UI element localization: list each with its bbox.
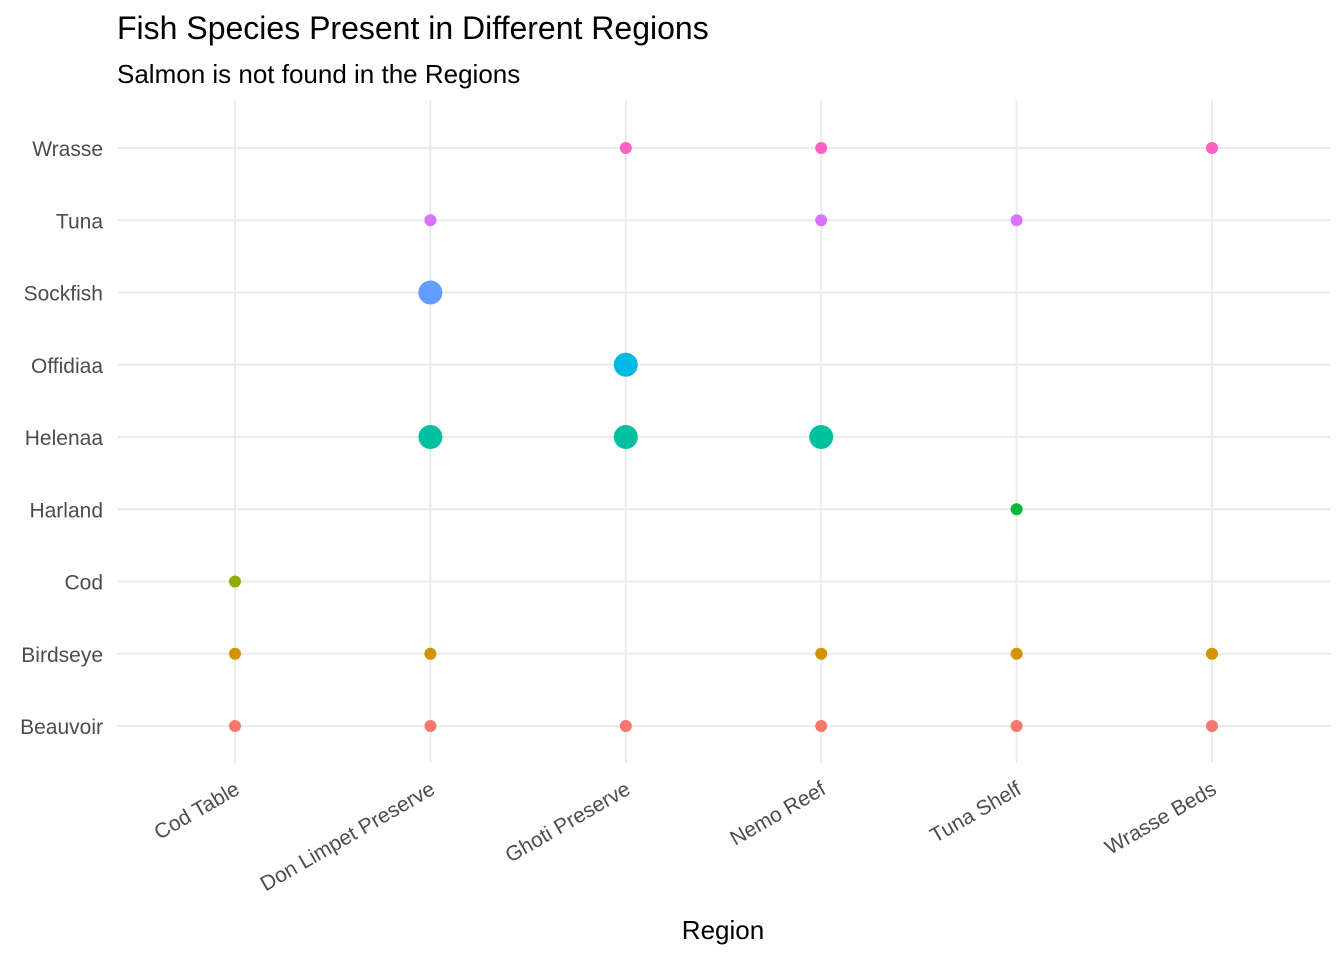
data-point xyxy=(1010,503,1023,516)
data-point xyxy=(418,280,443,305)
data-point xyxy=(229,647,241,660)
y-tick-label: Birdseye xyxy=(21,644,103,667)
y-tick-label: Beauvoir xyxy=(20,716,103,739)
data-point xyxy=(613,352,638,377)
x-tick-label: Tuna Shelf xyxy=(926,777,1025,847)
data-points xyxy=(229,142,1218,732)
data-point xyxy=(613,425,638,449)
data-point xyxy=(1010,720,1023,732)
data-point xyxy=(424,647,437,660)
data-point xyxy=(1010,214,1023,227)
data-point xyxy=(815,647,828,660)
data-point xyxy=(619,720,632,732)
x-tick-label: Wrasse Beds xyxy=(1101,777,1220,859)
y-tick-label: Tuna xyxy=(56,210,103,233)
y-gridlines xyxy=(118,147,1330,727)
data-point xyxy=(815,720,828,732)
y-tick-labels: Beauvoir Birdseye Cod Harland Helenaa Offidia… xyxy=(20,138,103,739)
y-tick-label: Wrasse xyxy=(32,138,103,161)
y-tick-label: Sockfish xyxy=(24,283,103,306)
data-point xyxy=(1010,647,1023,660)
x-axis-label: Region xyxy=(682,915,764,945)
data-point xyxy=(815,214,828,227)
data-point xyxy=(418,425,443,449)
x-tick-label: Don Limpet Preserve xyxy=(257,777,439,896)
x-tick-labels: Cod Table Don Limpet Preserve Ghoti Preser… xyxy=(150,777,1220,896)
y-tick-label: Cod xyxy=(64,572,103,595)
chart-subtitle: Salmon is not found in the Regions xyxy=(117,59,521,89)
x-tick-label: Cod Table xyxy=(150,777,243,844)
y-tick-label: Offidiaa xyxy=(31,355,103,378)
x-tick-label: Nemo Reef xyxy=(726,777,830,850)
data-point xyxy=(424,720,437,732)
data-point xyxy=(1206,142,1218,154)
x-tick-label: Ghoti Preserve xyxy=(502,777,635,867)
data-point xyxy=(424,214,437,227)
y-tick-label: Harland xyxy=(29,499,103,522)
data-point xyxy=(809,425,834,449)
data-point xyxy=(1206,720,1218,732)
x-gridlines xyxy=(234,100,1213,763)
chart-title: Fish Species Present in Different Region… xyxy=(117,10,709,46)
data-point xyxy=(229,575,241,588)
data-point xyxy=(815,142,828,154)
data-point xyxy=(229,720,241,732)
data-point xyxy=(619,142,632,154)
y-tick-label: Helenaa xyxy=(25,427,104,450)
data-point xyxy=(1206,647,1218,660)
